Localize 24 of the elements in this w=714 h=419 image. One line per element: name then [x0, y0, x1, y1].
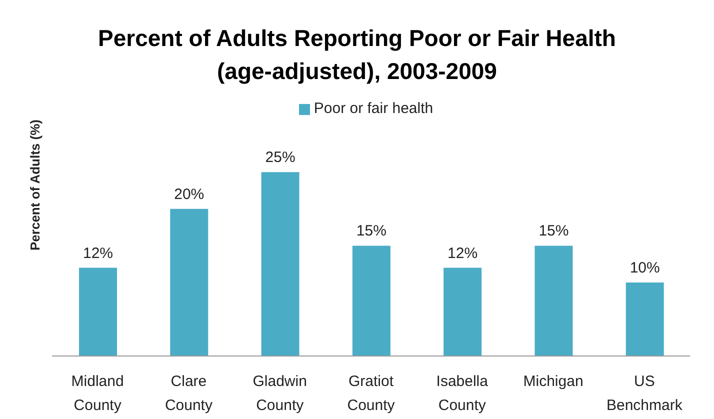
data-label: 15% [356, 222, 386, 240]
data-label: 10% [630, 259, 660, 276]
legend-label: Poor or fair health [314, 100, 434, 117]
x-tick-label: Isabella County [436, 373, 489, 414]
x-tick-label: Gladwin County [252, 373, 307, 414]
data-label: 15% [538, 222, 569, 240]
bar [626, 282, 664, 356]
x-tick-label: Midland County [71, 373, 124, 414]
y-axis-title: Percent of Adults (%) [28, 120, 42, 250]
bar [534, 246, 573, 356]
x-tick-label: Gratiot County [347, 373, 396, 414]
bar [352, 246, 390, 356]
bar [170, 208, 208, 356]
bar [444, 268, 482, 356]
bar [79, 268, 117, 356]
x-tick-label: US Benchmark [606, 373, 683, 414]
chart-title: Percent of Adults Reporting Poor or Fair Health (age-adjusted), 2003-2009 [97, 24, 617, 86]
data-label: 12% [82, 244, 114, 262]
data-label: 12% [448, 244, 478, 262]
x-tick-label: Clare County [164, 373, 213, 414]
x-tick-label: Michigan [523, 373, 584, 390]
data-label: 20% [174, 186, 204, 203]
bar [261, 172, 300, 356]
data-label: 25% [265, 149, 296, 166]
